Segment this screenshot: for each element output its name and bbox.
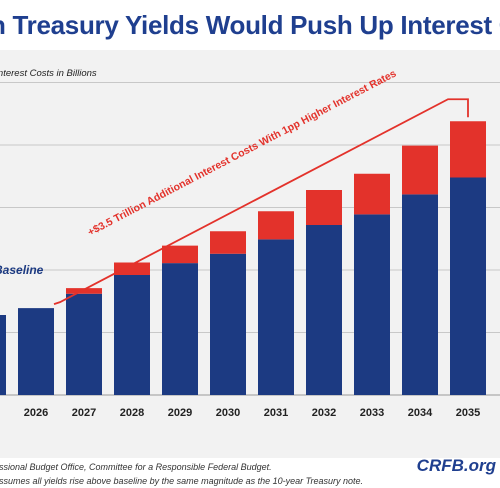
bar-additional-2032: [306, 190, 342, 225]
source-text: essional Budget Office, Committee for a …: [0, 462, 272, 472]
bar-additional-2033: [354, 173, 390, 215]
bar-additional-2034: [402, 145, 438, 195]
bar-baseline-2034: [402, 194, 438, 395]
bar-additional-2028: [114, 262, 150, 275]
chart-subtitle: t Interest Costs in Billions: [0, 68, 97, 79]
bar-additional-2031: [258, 211, 294, 240]
bar-baseline-2029: [162, 263, 198, 395]
x-tick-label: 2026: [24, 407, 48, 419]
annotation-label: +$3.5 Trillion Additional Interest Costs…: [86, 67, 399, 238]
bar-additional-2029: [162, 245, 198, 264]
x-tick-label: 2028: [120, 407, 144, 419]
bar-baseline-2028: [114, 275, 150, 395]
chart-title: h Treasury Yields Would Push Up Interest…: [0, 10, 500, 40]
bar-baseline-2033: [354, 214, 390, 395]
bar-baseline-2025: [0, 315, 6, 395]
x-tick-labels: 2025202620272028202920302031203220332034…: [0, 407, 480, 419]
bar-additional-2030: [210, 231, 246, 254]
bar-additional-2035: [450, 121, 486, 178]
x-tick-label: 2027: [72, 407, 96, 419]
bar-baseline-2031: [258, 239, 294, 395]
bar-baseline-2032: [306, 225, 342, 395]
bar-baseline-2026: [18, 308, 54, 395]
x-tick-label: 2034: [408, 407, 433, 419]
x-tick-label: 2030: [216, 407, 240, 419]
bar-baseline-2035: [450, 177, 486, 395]
baseline-label: Baseline: [0, 263, 44, 277]
x-tick-label: 2033: [360, 407, 384, 419]
brand-logo[interactable]: CRFB.org: [416, 456, 496, 475]
x-tick-label: 2035: [456, 407, 480, 419]
bar-additional-2027: [66, 288, 102, 294]
x-tick-label: 2029: [168, 407, 192, 419]
bar-baseline-2030: [210, 253, 246, 395]
x-tick-label: 2031: [264, 407, 288, 419]
x-tick-label: 2032: [312, 407, 336, 419]
annotation-bracket: [53, 98, 469, 305]
bars: [0, 121, 486, 395]
note-text: assumes all yields rise above baseline b…: [0, 476, 364, 486]
bar-baseline-2027: [66, 293, 102, 395]
